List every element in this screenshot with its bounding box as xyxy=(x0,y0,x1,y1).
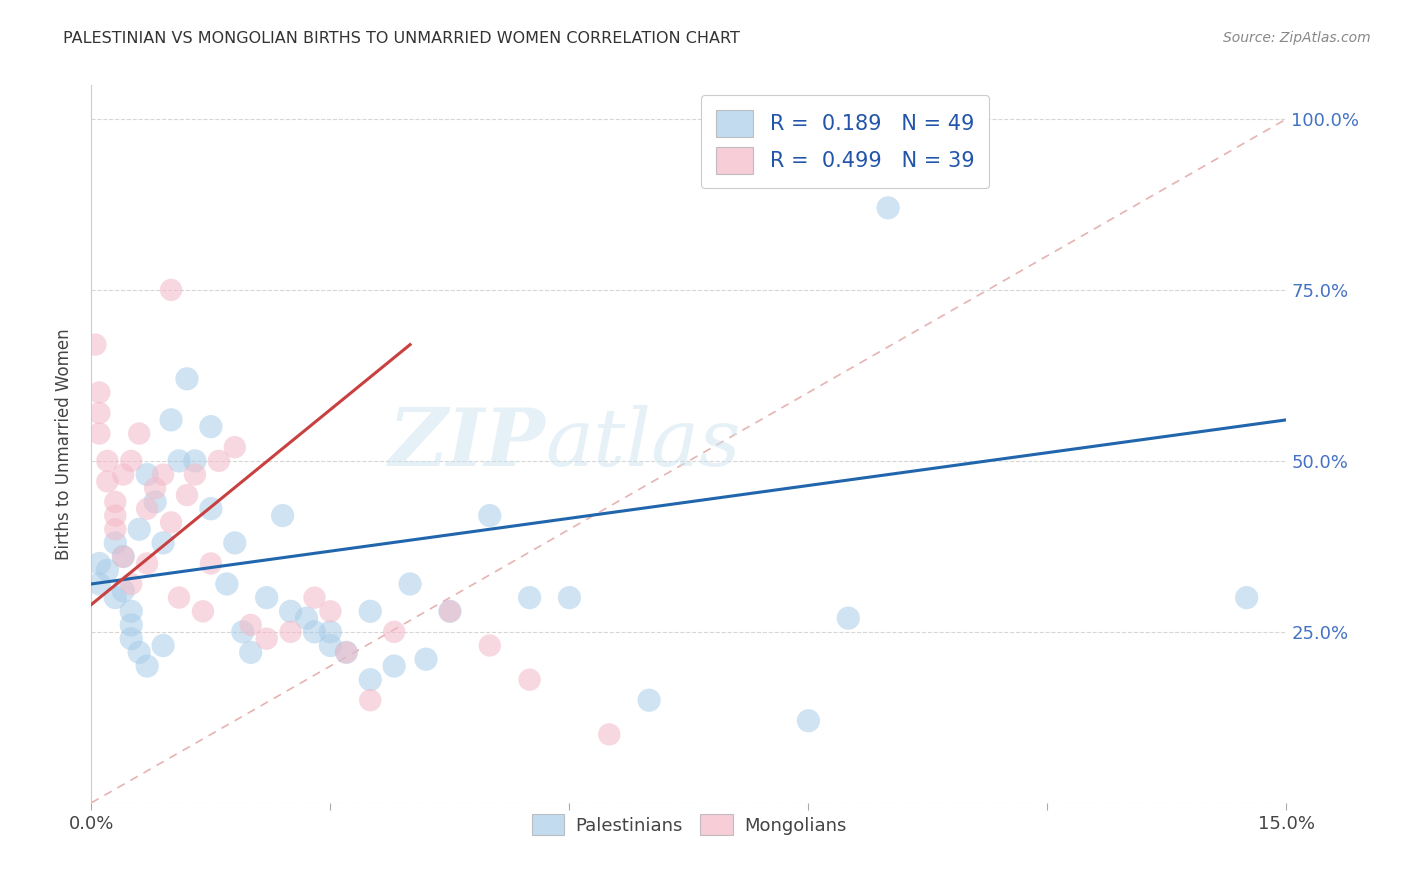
Point xyxy=(96,454,118,468)
Point xyxy=(136,467,159,482)
Point xyxy=(96,563,118,577)
Point xyxy=(136,557,159,571)
Point xyxy=(304,624,326,639)
Point xyxy=(271,508,294,523)
Point xyxy=(136,659,159,673)
Point xyxy=(399,577,422,591)
Point xyxy=(104,495,127,509)
Point xyxy=(256,632,278,646)
Point xyxy=(319,604,342,618)
Point xyxy=(89,426,111,441)
Point xyxy=(96,475,118,489)
Point xyxy=(184,454,207,468)
Point xyxy=(176,372,198,386)
Point xyxy=(89,557,111,571)
Point xyxy=(224,536,246,550)
Point xyxy=(89,577,111,591)
Point xyxy=(638,693,661,707)
Point xyxy=(232,624,254,639)
Point xyxy=(439,604,461,618)
Text: PALESTINIAN VS MONGOLIAN BIRTHS TO UNMARRIED WOMEN CORRELATION CHART: PALESTINIAN VS MONGOLIAN BIRTHS TO UNMAR… xyxy=(63,31,740,46)
Point xyxy=(558,591,581,605)
Point xyxy=(167,454,190,468)
Point xyxy=(439,604,461,618)
Point xyxy=(215,577,238,591)
Point xyxy=(208,454,231,468)
Y-axis label: Births to Unmarried Women: Births to Unmarried Women xyxy=(55,328,73,559)
Point xyxy=(112,549,135,564)
Point xyxy=(797,714,820,728)
Point xyxy=(84,337,107,351)
Point xyxy=(415,652,437,666)
Point xyxy=(877,201,900,215)
Legend: Palestinians, Mongolians: Palestinians, Mongolians xyxy=(523,805,855,844)
Point xyxy=(837,611,859,625)
Point xyxy=(152,639,174,653)
Point xyxy=(184,467,207,482)
Point xyxy=(224,440,246,454)
Point xyxy=(200,557,222,571)
Point xyxy=(120,618,142,632)
Point xyxy=(152,467,174,482)
Point xyxy=(112,549,135,564)
Point xyxy=(191,604,214,618)
Point xyxy=(478,639,501,653)
Point xyxy=(200,419,222,434)
Point xyxy=(359,693,381,707)
Point xyxy=(382,624,405,639)
Point xyxy=(478,508,501,523)
Point xyxy=(359,604,381,618)
Point xyxy=(160,283,183,297)
Point xyxy=(89,385,111,400)
Point xyxy=(160,413,183,427)
Point xyxy=(335,645,357,659)
Point xyxy=(112,467,135,482)
Point xyxy=(1236,591,1258,605)
Point xyxy=(120,604,142,618)
Point xyxy=(104,536,127,550)
Point xyxy=(167,591,190,605)
Text: ZIP: ZIP xyxy=(388,405,546,483)
Point xyxy=(89,406,111,420)
Point xyxy=(128,522,150,536)
Point xyxy=(120,454,142,468)
Point xyxy=(519,673,541,687)
Text: Source: ZipAtlas.com: Source: ZipAtlas.com xyxy=(1223,31,1371,45)
Point xyxy=(359,673,381,687)
Point xyxy=(120,632,142,646)
Point xyxy=(319,624,342,639)
Point xyxy=(280,624,302,639)
Point xyxy=(143,495,166,509)
Point xyxy=(160,516,183,530)
Point xyxy=(200,501,222,516)
Point xyxy=(104,508,127,523)
Point xyxy=(295,611,318,625)
Point xyxy=(239,645,262,659)
Point xyxy=(104,591,127,605)
Point xyxy=(128,645,150,659)
Point xyxy=(176,488,198,502)
Point xyxy=(104,522,127,536)
Point xyxy=(519,591,541,605)
Point xyxy=(304,591,326,605)
Point xyxy=(128,426,150,441)
Point xyxy=(152,536,174,550)
Point xyxy=(120,577,142,591)
Point xyxy=(598,727,620,741)
Text: atlas: atlas xyxy=(546,405,741,483)
Point xyxy=(256,591,278,605)
Point xyxy=(280,604,302,618)
Point xyxy=(112,583,135,598)
Point xyxy=(143,481,166,495)
Point xyxy=(335,645,357,659)
Point xyxy=(239,618,262,632)
Point xyxy=(136,501,159,516)
Point xyxy=(319,639,342,653)
Point xyxy=(382,659,405,673)
